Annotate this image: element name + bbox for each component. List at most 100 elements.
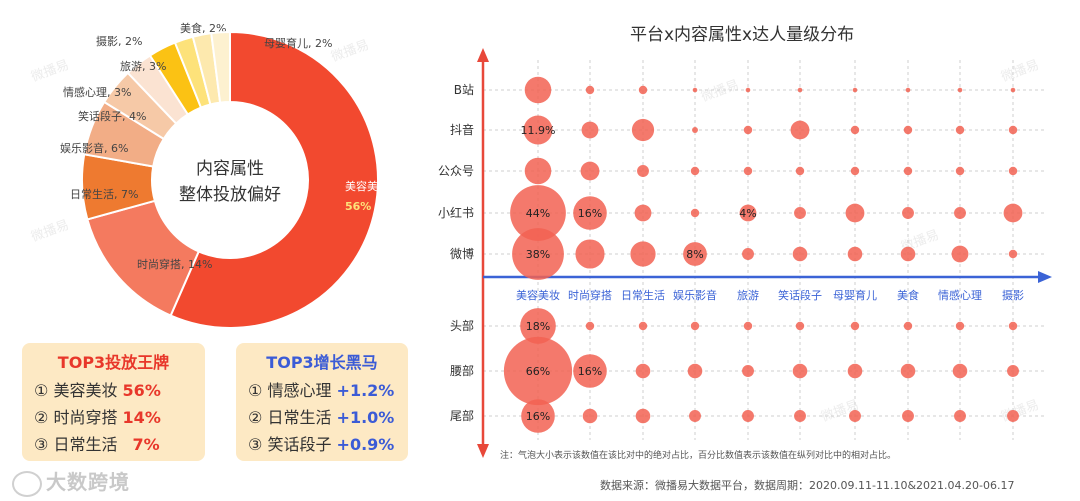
bubble [797, 87, 803, 93]
bubble [954, 410, 966, 422]
bubble [683, 242, 707, 266]
bubble [524, 76, 552, 104]
bubble [850, 125, 860, 135]
bubble [794, 410, 806, 422]
row-label: 微博 [450, 246, 474, 261]
bubble [635, 363, 651, 379]
bubble [850, 166, 860, 176]
row-label: 头部 [450, 318, 474, 333]
top3-put-title: TOP3投放王牌 [57, 353, 170, 372]
bubble [635, 408, 651, 424]
slice-label: 情感心理, 3% [63, 86, 131, 99]
category-label: 时尚穿搭 [568, 288, 612, 302]
donut-slice [169, 30, 379, 329]
bubble [951, 245, 969, 263]
slice-label: 娱乐影音, 6% [60, 141, 128, 155]
y-axis-arrow-bottom [477, 444, 489, 458]
y-axis-arrow-top [477, 48, 489, 62]
bubble [955, 125, 965, 135]
bubble-label: 66% [526, 365, 550, 378]
bubble [692, 87, 698, 93]
bubble [580, 161, 600, 181]
brand-icon [12, 470, 42, 497]
bubble [742, 410, 754, 422]
row-label: B站 [454, 83, 474, 97]
top3-growth-title: TOP3增长黑马 [266, 353, 378, 372]
slice-label: 笑话段子, 4% [78, 109, 146, 123]
brand-logo: 大数跨境 [12, 466, 130, 497]
category-label: 日常生活 [621, 288, 665, 302]
bubble [1008, 125, 1018, 135]
category-label: 美食 [897, 288, 919, 302]
bubble [742, 248, 754, 260]
bubble [585, 85, 595, 95]
bubble [585, 321, 595, 331]
bubble-label: 16% [578, 365, 602, 378]
bubble-label: 11.9% [521, 124, 556, 137]
bubble [905, 87, 911, 93]
bubble [582, 408, 598, 424]
bubble [690, 208, 700, 218]
bubble [743, 125, 753, 135]
bubble [955, 166, 965, 176]
bubble [634, 204, 652, 222]
bubble-label: 16% [526, 410, 550, 423]
bubble [795, 166, 805, 176]
category-label: 母婴育儿 [833, 288, 877, 302]
bubble [743, 321, 753, 331]
bubble-label: 44% [526, 207, 550, 220]
top3-growth-card: TOP3增长黑马 ① 情感心理 +1.2% ② 日常生活 +1.0% ③ 笑话段… [236, 343, 408, 461]
slice-label: 日常生活, 7% [70, 187, 138, 201]
bubble [1010, 87, 1016, 93]
top3-put-row-1: ① 美容美妆 56% [34, 381, 161, 400]
bubble [743, 166, 753, 176]
slice-label: 摄影, 2% [96, 34, 142, 48]
bubble-label: 16% [578, 207, 602, 220]
bubble [845, 203, 865, 223]
bubble [902, 410, 914, 422]
bubble [524, 157, 552, 185]
chart-title: 平台x内容属性x达人量级分布 [630, 25, 855, 45]
top3-put-row-3: ③ 日常生活 7% [34, 435, 160, 454]
bubble [903, 321, 913, 331]
row-label: 公众号 [438, 164, 474, 178]
category-label: 娱乐影音 [673, 288, 717, 302]
bubble [955, 321, 965, 331]
bubble [631, 118, 655, 142]
slice-label: 美食, 2% [180, 21, 226, 35]
bubble [849, 410, 861, 422]
bubble [690, 166, 700, 176]
bubble [512, 228, 564, 280]
bubble [1008, 249, 1018, 259]
bubble [957, 87, 963, 93]
bubble [690, 321, 700, 331]
bubble [790, 120, 810, 140]
chart-note: 注：气泡大小表示该数值在该比对中的绝对占比，百分比数值表示该数值在纵列对比中的相… [500, 451, 897, 461]
bubble [900, 246, 916, 262]
bubble [794, 207, 806, 219]
row-label: 尾部 [450, 408, 474, 423]
bubble [852, 87, 858, 93]
donut-chart: 美容美妆, 时尚穿搭, 14% 日常生活, 7% 娱乐影音, 6% 笑话段子, 4% 情感… [60, 21, 393, 329]
slice-label: 时尚穿搭, 14% [137, 257, 212, 271]
bubble [745, 87, 751, 93]
category-label: 摄影 [1002, 288, 1024, 302]
bubble [847, 363, 863, 379]
bubble [520, 308, 556, 344]
row-label: 小红书 [438, 205, 474, 220]
slice-label: 母婴育儿, 2% [264, 36, 332, 50]
row-label: 腰部 [450, 363, 474, 378]
category-label: 笑话段子 [778, 288, 822, 302]
bubble [503, 336, 573, 406]
slice-label: 旅游, 3% [120, 59, 166, 73]
bubble [510, 185, 566, 241]
bubble [1007, 410, 1019, 422]
category-label: 情感心理 [938, 289, 982, 302]
top3-growth-row-3: ③ 笑话段子 +0.9% [248, 435, 395, 454]
bubble [521, 399, 555, 433]
bubble [573, 354, 607, 388]
bubble [900, 363, 916, 379]
category-label: 美容美妆 [516, 288, 560, 302]
bubble [903, 166, 913, 176]
